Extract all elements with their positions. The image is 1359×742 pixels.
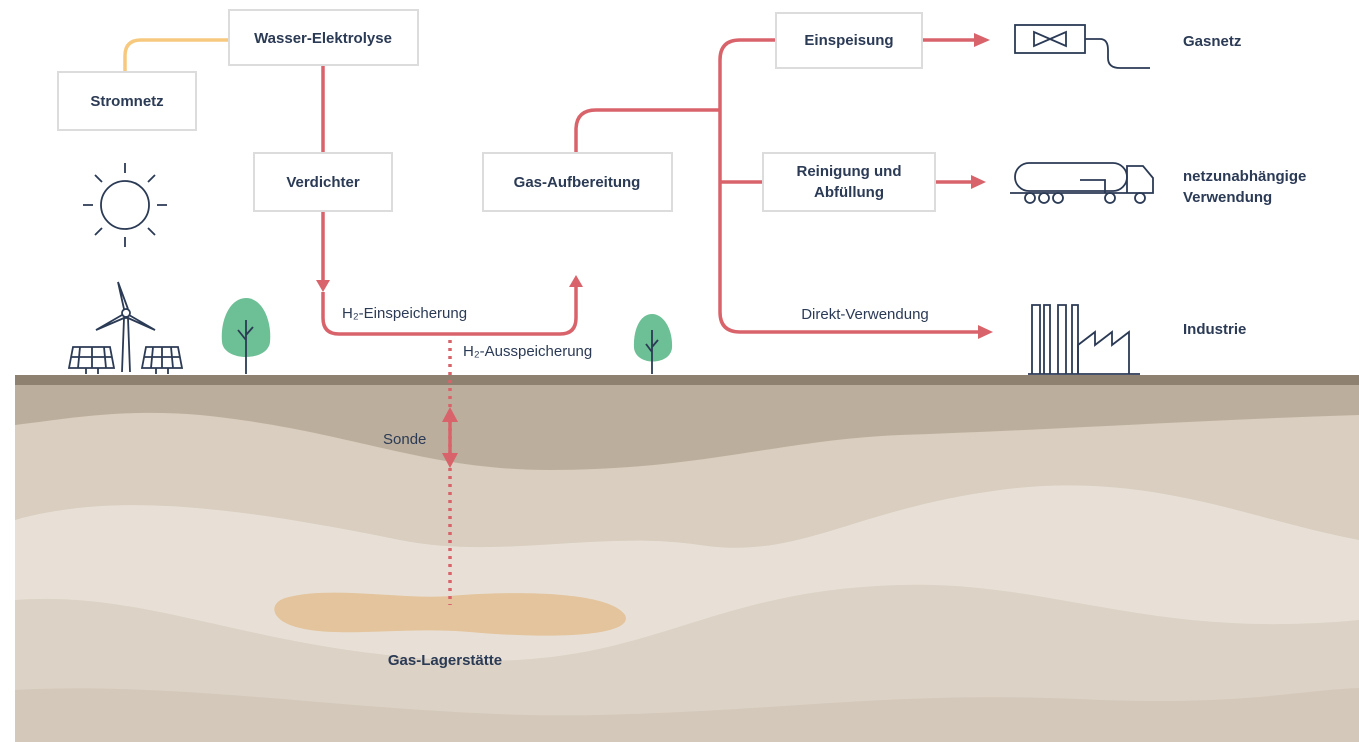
sun-icon xyxy=(83,163,167,247)
solar-panel-icon xyxy=(69,347,182,374)
node-label: Gas-Aufbereitung xyxy=(514,174,641,191)
box xyxy=(763,153,935,211)
node-label: Reinigung und xyxy=(797,163,902,180)
arrow xyxy=(971,175,986,189)
valve-icon xyxy=(1015,25,1150,68)
destination-label: Gasnetz xyxy=(1183,33,1241,50)
annotation: Direkt-Verwendung xyxy=(801,306,929,323)
node-label: Abfüllung xyxy=(814,184,884,201)
diagram: Wasser-Elektrolyse Stromnetz Verdichter … xyxy=(0,0,1359,742)
arrow xyxy=(978,325,993,339)
reservoir-shape xyxy=(274,593,626,636)
reservoir-label: Gas-Lagerstätte xyxy=(388,652,502,669)
node-label: Wasser-Elektrolyse xyxy=(254,30,392,47)
annotation: H₂-Einspeicherung xyxy=(342,305,467,322)
arrow xyxy=(974,33,990,47)
destination-label: Industrie xyxy=(1183,321,1246,338)
power-line xyxy=(125,40,229,72)
node-label: Einspeisung xyxy=(804,32,893,49)
factory-icon xyxy=(1028,305,1140,374)
node-label: Verdichter xyxy=(286,174,360,191)
truck-icon xyxy=(1010,163,1153,203)
destination-label: Verwendung xyxy=(1183,189,1272,206)
ground xyxy=(15,375,1359,742)
flow-line xyxy=(576,110,720,153)
annotation: H₂-Ausspeicherung xyxy=(463,343,592,360)
destination-label: netzunabhängige xyxy=(1183,168,1306,185)
arrow xyxy=(316,280,330,292)
annotation: Sonde xyxy=(383,431,426,448)
node-label: Stromnetz xyxy=(90,93,163,110)
arrow xyxy=(569,275,583,287)
